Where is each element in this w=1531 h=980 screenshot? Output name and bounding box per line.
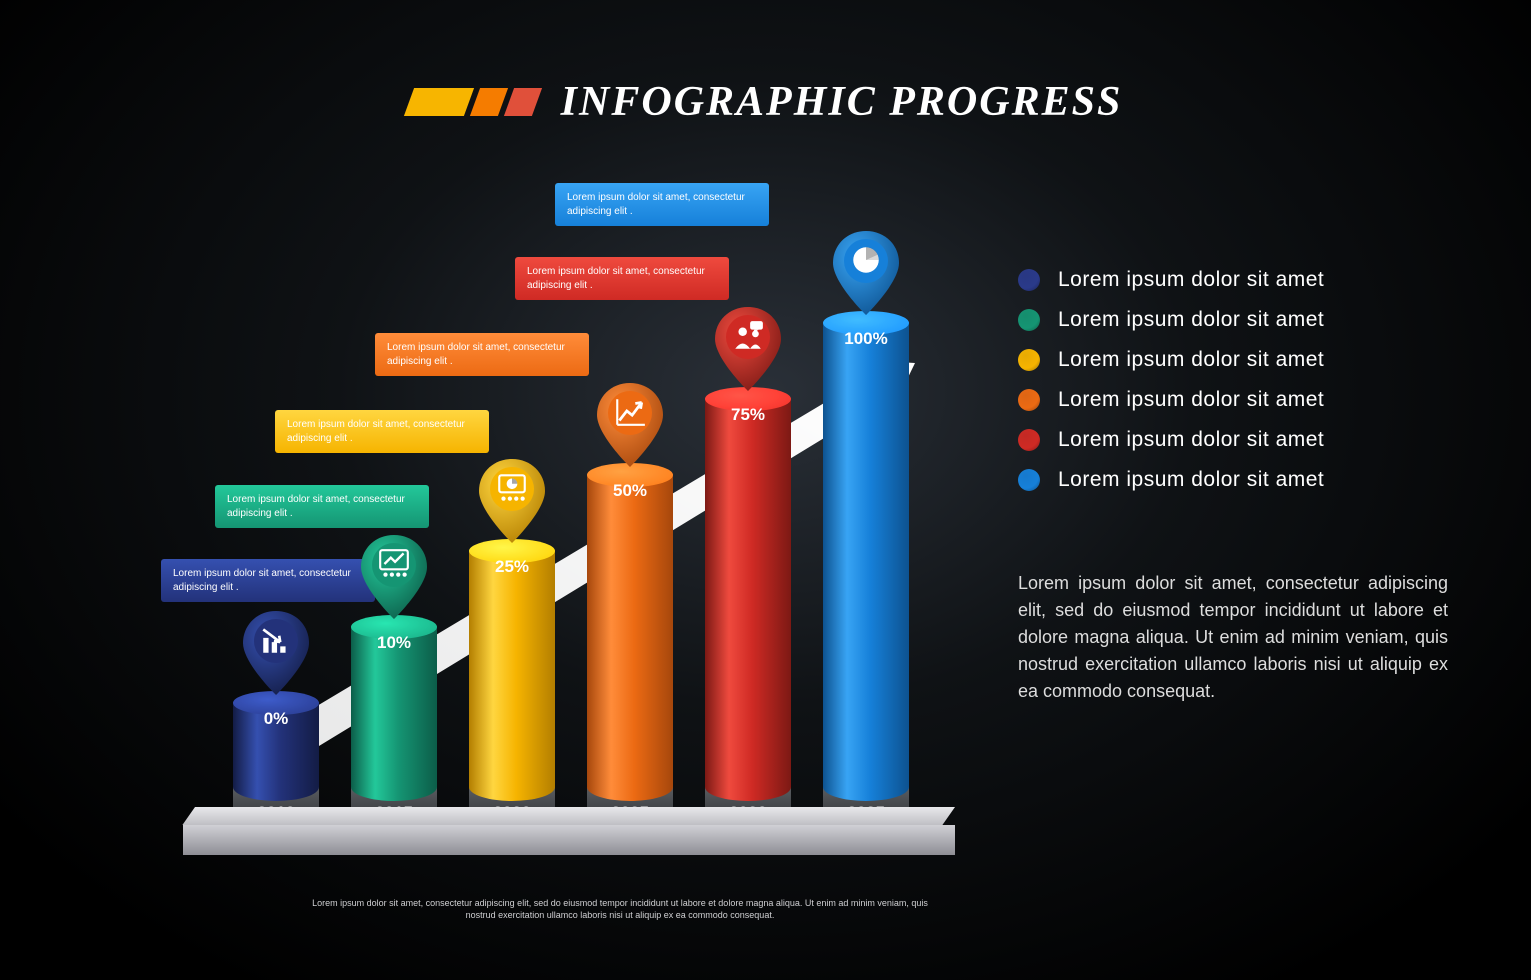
legend-label: Lorem ipsum dolor sit amet xyxy=(1058,388,1324,412)
bar-down-icon xyxy=(259,623,293,657)
legend-dot-icon xyxy=(1018,429,1040,451)
legend-item: Lorem ipsum dolor sit amet xyxy=(1018,268,1324,292)
legend-item: Lorem ipsum dolor sit amet xyxy=(1018,468,1324,492)
map-pin-icon xyxy=(597,383,663,467)
bar-percent-label: 100% xyxy=(823,329,909,349)
presentation-icon xyxy=(495,471,529,505)
title-slash-icon xyxy=(404,88,474,116)
bar-percent-label: 0% xyxy=(233,709,319,729)
bar-percent-label: 25% xyxy=(469,557,555,577)
map-pin-icon xyxy=(361,535,427,619)
chart-base-slab xyxy=(195,807,955,855)
bar-2015: 10%2015 xyxy=(351,627,437,827)
map-pin-icon xyxy=(243,611,309,695)
footnote-text: Lorem ipsum dolor sit amet, consectetur … xyxy=(300,897,940,922)
legend-label: Lorem ipsum dolor sit amet xyxy=(1058,268,1324,292)
legend-label: Lorem ipsum dolor sit amet xyxy=(1058,348,1324,372)
legend-label: Lorem ipsum dolor sit amet xyxy=(1058,308,1324,332)
pie-icon xyxy=(849,243,883,277)
legend-dot-icon xyxy=(1018,349,1040,371)
bar-label-box: Lorem ipsum dolor sit amet, consectetur … xyxy=(515,257,729,300)
map-pin-icon xyxy=(479,459,545,543)
title-row: INFOGRAPHIC PROGRESS xyxy=(0,78,1531,126)
map-pin-icon xyxy=(833,231,899,315)
legend-item: Lorem ipsum dolor sit amet xyxy=(1018,388,1324,412)
legend-item: Lorem ipsum dolor sit amet xyxy=(1018,428,1324,452)
legend-item: Lorem ipsum dolor sit amet xyxy=(1018,348,1324,372)
progress-bar-chart: 0%201010%201525%202050%202575%2030100%20… xyxy=(195,155,955,855)
map-pin-icon xyxy=(715,307,781,391)
legend-dot-icon xyxy=(1018,469,1040,491)
bar-percent-label: 10% xyxy=(351,633,437,653)
legend-dot-icon xyxy=(1018,309,1040,331)
description-paragraph: Lorem ipsum dolor sit amet, consectetur … xyxy=(1018,570,1448,705)
bar-2030: 75%2030 xyxy=(705,399,791,827)
line-up-icon xyxy=(613,395,647,429)
bar-label-box: Lorem ipsum dolor sit amet, consectetur … xyxy=(215,485,429,528)
bar-label-box: Lorem ipsum dolor sit amet, consectetur … xyxy=(375,333,589,376)
bar-percent-label: 75% xyxy=(705,405,791,425)
color-legend: Lorem ipsum dolor sit amet Lorem ipsum do… xyxy=(1018,268,1324,492)
legend-dot-icon xyxy=(1018,269,1040,291)
people-talk-icon xyxy=(731,319,765,353)
bar-2020: 25%2020 xyxy=(469,551,555,827)
legend-label: Lorem ipsum dolor sit amet xyxy=(1058,468,1324,492)
bar-percent-label: 50% xyxy=(587,481,673,501)
legend-label: Lorem ipsum dolor sit amet xyxy=(1058,428,1324,452)
bar-label-box: Lorem ipsum dolor sit amet, consectetur … xyxy=(555,183,769,226)
title-slash-icon xyxy=(470,88,508,116)
bar-2025: 50%2025 xyxy=(587,475,673,827)
bar-label-box: Lorem ipsum dolor sit amet, consectetur … xyxy=(161,559,375,602)
legend-dot-icon xyxy=(1018,389,1040,411)
page-title: INFOGRAPHIC PROGRESS xyxy=(561,78,1123,126)
title-slash-group xyxy=(409,88,543,116)
chart-up-people-icon xyxy=(377,547,411,581)
legend-item: Lorem ipsum dolor sit amet xyxy=(1018,308,1324,332)
bar-2035: 100%2035 xyxy=(823,323,909,827)
bar-label-box: Lorem ipsum dolor sit amet, consectetur … xyxy=(275,410,489,453)
title-slash-icon xyxy=(504,88,542,116)
